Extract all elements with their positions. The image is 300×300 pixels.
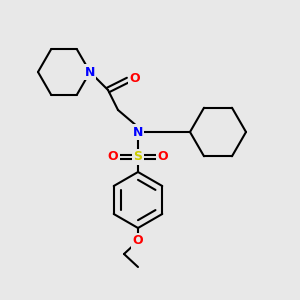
Text: O: O [133, 235, 143, 248]
Text: O: O [108, 151, 118, 164]
Text: S: S [134, 151, 142, 164]
Text: O: O [130, 71, 140, 85]
Text: N: N [133, 125, 143, 139]
Text: O: O [158, 151, 168, 164]
Text: N: N [85, 65, 95, 79]
